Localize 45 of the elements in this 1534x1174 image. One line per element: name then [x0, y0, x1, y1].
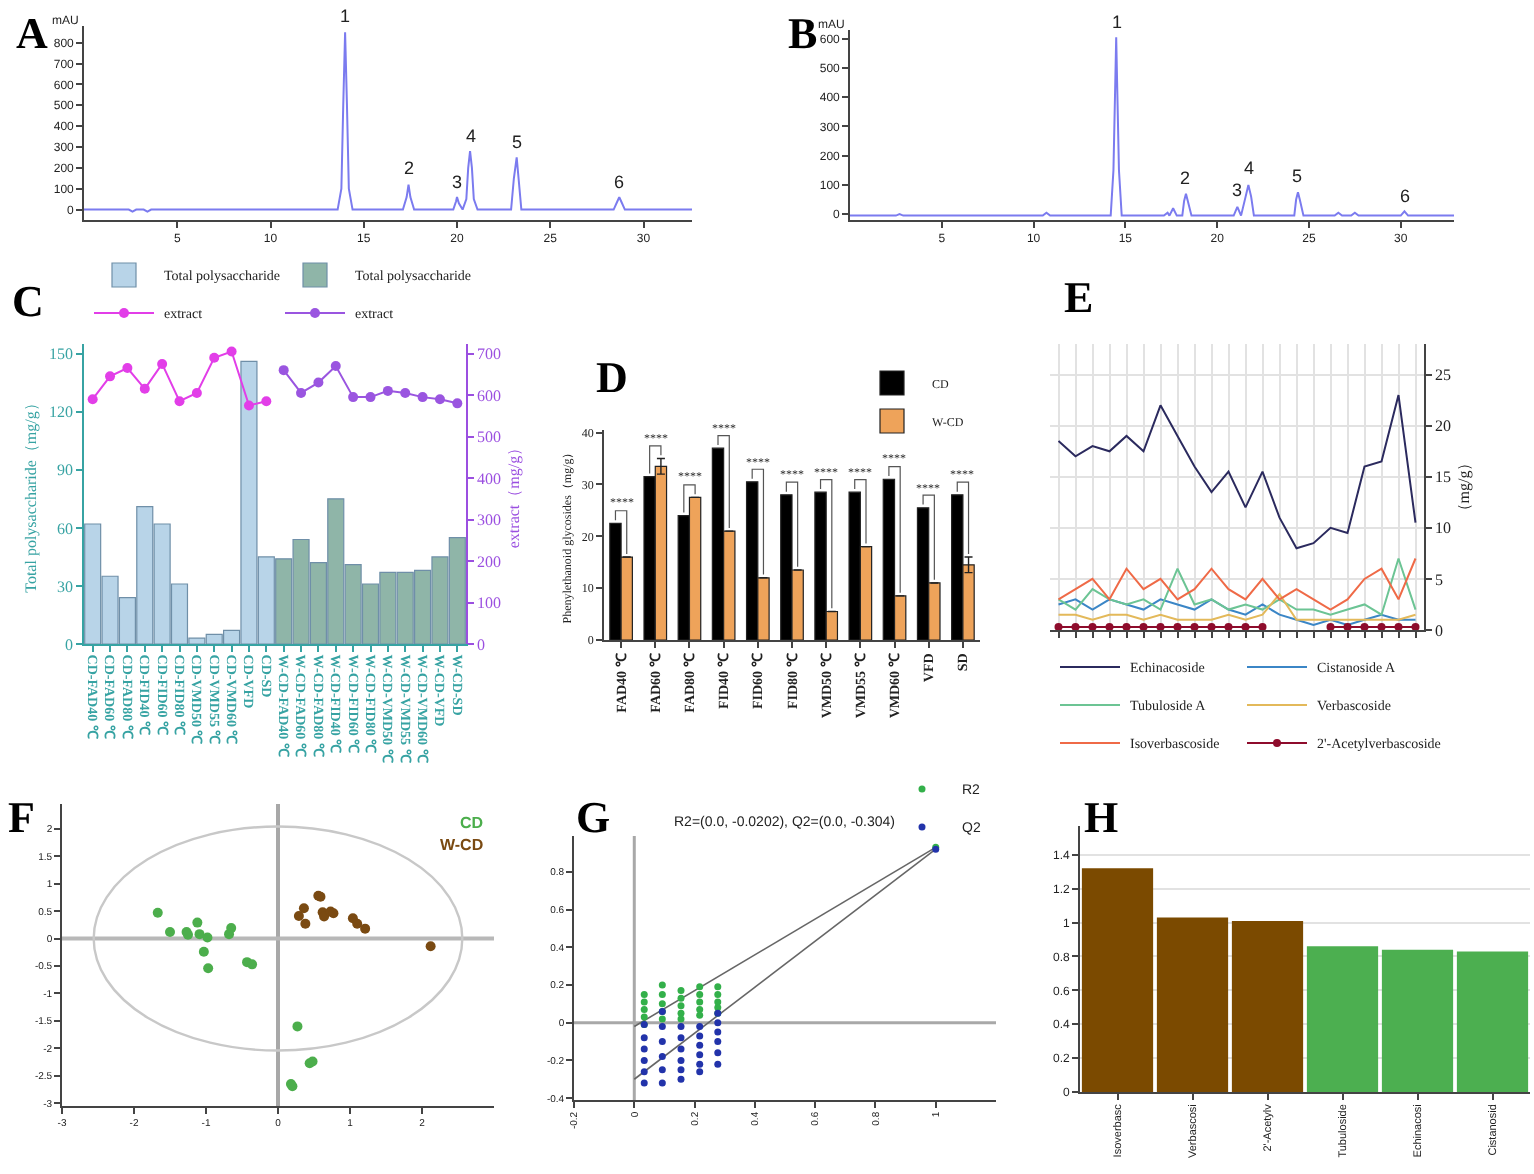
y2-tick-label: 600 — [477, 386, 501, 405]
annotation: 2 — [1180, 168, 1191, 188]
y2-tick-label: 0 — [477, 635, 485, 654]
annotation: 4 — [466, 126, 477, 146]
annotation: 1 — [340, 6, 351, 26]
annotation: 5 — [1292, 166, 1303, 186]
y-tick-label: 5 — [1435, 570, 1443, 589]
chart-title: B — [788, 8, 818, 58]
chart-title: C — [12, 276, 44, 326]
annotation: 6 — [1400, 186, 1411, 206]
annotation: 3 — [1232, 180, 1243, 200]
y-tick-label: 10 — [1435, 519, 1451, 538]
annotation: 6 — [614, 172, 625, 192]
y-tick-label: 20 — [1435, 417, 1451, 436]
y2-tick-label: 400 — [477, 469, 501, 488]
annotation: 2 — [404, 158, 415, 178]
y-tick-label: 120 — [49, 403, 73, 422]
y-tick-label: 0 — [1435, 621, 1443, 640]
y-tick-label: 90 — [57, 461, 73, 480]
y2-tick-label: 100 — [477, 594, 501, 613]
chart-title: F — [8, 792, 35, 842]
annotation: 4 — [1244, 158, 1255, 178]
chart-title: G — [576, 792, 611, 842]
y-tick-label: 150 — [49, 345, 73, 364]
y-tick-label: 0 — [65, 635, 73, 654]
y-tick-label: 25 — [1435, 366, 1451, 385]
chart-title: A — [16, 8, 48, 58]
y-tick-label: 15 — [1435, 468, 1451, 487]
annotation: 3 — [452, 172, 463, 192]
annotation: 1 — [1112, 12, 1123, 32]
chart-title: H — [1084, 792, 1119, 842]
y-axis-title: （mg/g） — [1455, 454, 1474, 520]
y-tick-label: 60 — [57, 519, 73, 538]
text: W-CD — [440, 836, 484, 854]
y2-tick-label: 300 — [477, 511, 501, 530]
y-axis-title: Total polysaccharide（mg/g） — [22, 395, 41, 593]
chart-title: E — [1064, 272, 1094, 322]
y2-tick-label: 700 — [477, 345, 501, 364]
chart-title: D — [596, 352, 628, 402]
y2-tick-label: 200 — [477, 552, 501, 571]
text: CD — [460, 814, 484, 832]
annotation: 5 — [512, 132, 523, 152]
y2-axis-title: extract（mg/g） — [505, 439, 524, 549]
y2-tick-label: 500 — [477, 428, 501, 447]
y-tick-label: 30 — [57, 577, 73, 596]
